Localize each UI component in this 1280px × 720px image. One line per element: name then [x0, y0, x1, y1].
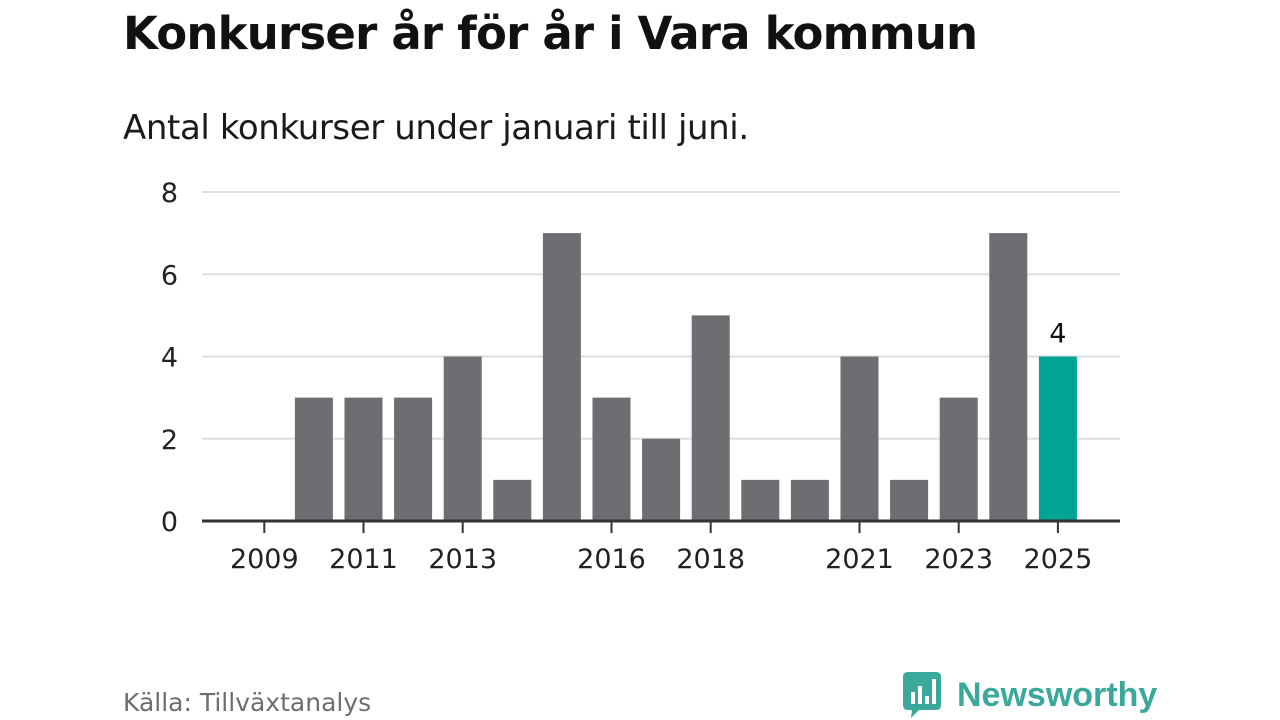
x-tick-label: 2013: [428, 544, 497, 575]
x-tick-label: 2023: [924, 544, 993, 575]
x-tick-label: 2009: [230, 544, 299, 575]
bar: [344, 397, 383, 521]
source-note: Källa: Tillväxtanalys: [123, 688, 372, 717]
bar: [890, 479, 929, 521]
newsworthy-logo: Newsworthy: [902, 670, 1157, 720]
data-label: 4: [1049, 319, 1066, 350]
x-tick-label: 2021: [825, 544, 894, 575]
chart-title: Konkurser år för år i Vara kommun: [123, 7, 978, 60]
bar-highlight: [1038, 356, 1077, 521]
x-tick-label: 2016: [577, 544, 646, 575]
brand-name: Newsworthy: [957, 676, 1158, 714]
x-tick-label: 2011: [329, 544, 398, 575]
bar: [840, 356, 879, 521]
bar: [443, 356, 482, 521]
bar: [294, 397, 333, 521]
y-tick-label: 2: [161, 425, 178, 456]
x-tick-label: 2025: [1024, 544, 1093, 575]
bar: [989, 233, 1028, 521]
chart-subtitle: Antal konkurser under januari till juni.: [123, 108, 749, 148]
bar: [394, 397, 433, 521]
y-tick-label: 6: [161, 260, 178, 291]
x-tick-label: 2018: [676, 544, 745, 575]
bar: [493, 479, 532, 521]
bar: [790, 479, 829, 521]
y-tick-label: 4: [161, 343, 178, 374]
bar: [741, 479, 780, 521]
bar: [939, 397, 978, 521]
y-tick-label: 0: [161, 507, 178, 538]
bar: [642, 438, 681, 521]
bar: [542, 233, 581, 521]
y-tick-label: 8: [161, 178, 178, 209]
bar: [691, 315, 730, 521]
newsworthy-bar-chart-icon: [903, 672, 941, 718]
bar: [592, 397, 631, 521]
